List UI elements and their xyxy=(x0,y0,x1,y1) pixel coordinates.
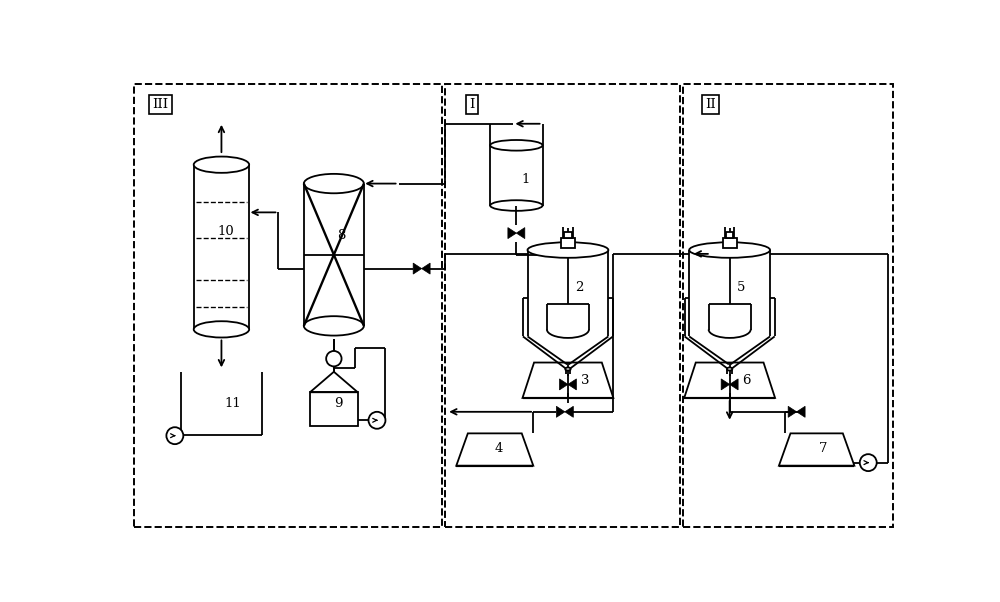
Bar xyxy=(134,84,442,527)
Bar xyxy=(445,84,680,527)
Ellipse shape xyxy=(490,200,543,211)
Text: 6: 6 xyxy=(742,374,751,386)
Text: I: I xyxy=(469,98,474,111)
Circle shape xyxy=(860,454,877,471)
Circle shape xyxy=(369,412,385,429)
Ellipse shape xyxy=(689,242,770,258)
Polygon shape xyxy=(559,379,568,390)
Text: 10: 10 xyxy=(218,225,234,238)
Circle shape xyxy=(166,427,183,444)
Ellipse shape xyxy=(304,316,364,335)
Bar xyxy=(564,232,572,238)
Text: 4: 4 xyxy=(494,441,503,455)
Polygon shape xyxy=(556,406,565,417)
Polygon shape xyxy=(730,379,738,390)
Text: 2: 2 xyxy=(575,281,584,294)
Polygon shape xyxy=(413,263,422,274)
Bar xyxy=(726,232,733,238)
Polygon shape xyxy=(422,263,430,274)
Text: 8: 8 xyxy=(337,229,346,242)
Ellipse shape xyxy=(194,157,249,173)
Bar xyxy=(310,393,358,426)
Text: 3: 3 xyxy=(581,374,589,386)
Polygon shape xyxy=(721,379,730,390)
Ellipse shape xyxy=(194,321,249,338)
Ellipse shape xyxy=(727,367,732,371)
Polygon shape xyxy=(565,406,573,417)
Ellipse shape xyxy=(565,367,571,371)
Text: 5: 5 xyxy=(737,281,745,294)
Polygon shape xyxy=(516,228,525,238)
Text: 7: 7 xyxy=(819,441,827,455)
Polygon shape xyxy=(788,406,797,417)
Text: III: III xyxy=(153,98,169,111)
Bar xyxy=(561,238,575,249)
Bar xyxy=(683,84,893,527)
Polygon shape xyxy=(568,379,576,390)
Polygon shape xyxy=(508,228,516,238)
Text: 1: 1 xyxy=(521,173,530,186)
Text: 11: 11 xyxy=(225,397,241,410)
Polygon shape xyxy=(797,406,805,417)
Bar xyxy=(723,238,737,249)
Ellipse shape xyxy=(490,140,543,150)
Text: 9: 9 xyxy=(334,397,343,410)
Text: II: II xyxy=(705,98,716,111)
Ellipse shape xyxy=(304,174,364,193)
Ellipse shape xyxy=(528,242,608,258)
Circle shape xyxy=(326,351,342,367)
